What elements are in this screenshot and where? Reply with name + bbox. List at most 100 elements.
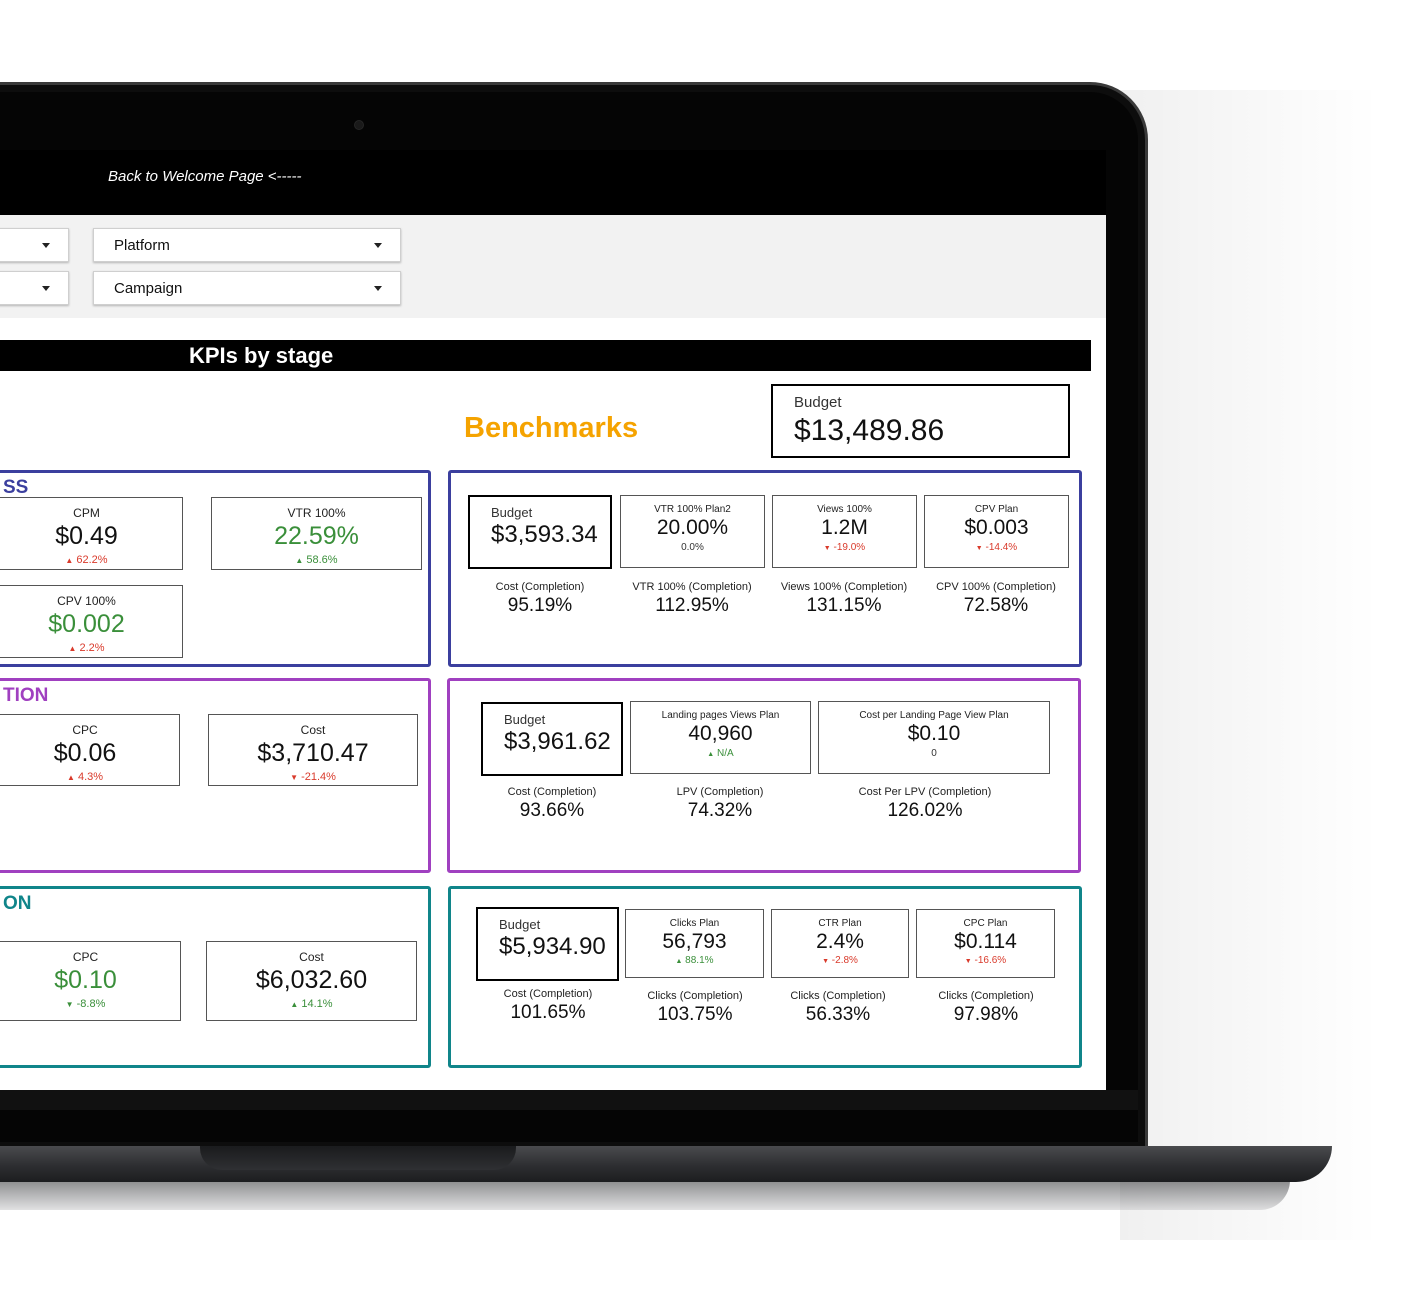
clicks-completion-1-label: Clicks (Completion) <box>647 990 743 1002</box>
cpc-label: CPC <box>72 723 98 737</box>
cost-completion: Cost (Completion) 95.19% <box>465 581 615 617</box>
cpv-plan-card: CPV Plan $0.003 ▼ -14.4% <box>924 495 1069 568</box>
arrow-up-icon: ▲ <box>68 644 77 653</box>
cpc-delta: ▲ 4.3% <box>66 771 104 783</box>
cost-per-lpv-plan-delta: 0 <box>931 748 937 759</box>
conversion-cost-completion-label: Cost (Completion) <box>503 988 593 1000</box>
cpv-completion-label: CPV 100% (Completion) <box>936 581 1056 593</box>
cpv-label: CPV 100% <box>57 594 116 608</box>
awareness-budget-label: Budget <box>491 505 533 520</box>
conversion-cpc-value: $0.10 <box>54 966 117 994</box>
arrow-down-icon: ▼ <box>964 958 972 965</box>
platform-dropdown[interactable]: Platform <box>93 228 401 262</box>
awareness-budget-value: $3,593.34 <box>491 521 598 548</box>
cost-completion-value: 95.19% <box>507 595 573 616</box>
conversion-budget-label: Budget <box>499 917 541 932</box>
vtr-completion: VTR 100% (Completion) 112.95% <box>617 581 767 617</box>
consideration-cost-completion-value: 93.66% <box>519 800 585 821</box>
vtr-plan-value: 20.00% <box>656 516 729 539</box>
lpv-plan-label: Landing pages Views Plan <box>661 710 780 721</box>
cpm-card: CPM $0.49 ▲ 62.2% <box>0 497 183 570</box>
cost-per-lpv-plan-label: Cost per Landing Page View Plan <box>859 710 1009 721</box>
dashboard-screen: Back to Welcome Page <----- Platform Cam… <box>0 150 1106 1090</box>
lpv-plan-delta: ▲ N/A <box>707 748 734 759</box>
clicks-completion-1-value: 103.75% <box>657 1004 733 1025</box>
conversion-panel: ON <box>0 886 431 1068</box>
cpv-value: $0.002 <box>48 610 125 638</box>
cost-completion-label: Cost (Completion) <box>495 581 585 593</box>
conversion-cpc-label: CPC <box>72 950 99 964</box>
total-budget-card: Budget $13,489.86 <box>771 384 1070 458</box>
conversion-cost-value: $6,032.60 <box>255 966 368 994</box>
filter-dropdown-hidden-1[interactable] <box>0 228 69 262</box>
arrow-up-icon: ▲ <box>66 773 75 782</box>
cpv-plan-label: CPV Plan <box>974 504 1019 515</box>
back-to-welcome-link[interactable]: Back to Welcome Page <----- <box>108 168 302 185</box>
conversion-label: ON <box>3 893 32 914</box>
cpv-completion: CPV 100% (Completion) 72.58% <box>921 581 1071 617</box>
conversion-cost-completion: Cost (Completion) 101.65% <box>473 988 623 1024</box>
laptop-bezel-bottom <box>0 1090 1138 1110</box>
consideration-cost-completion: Cost (Completion) 93.66% <box>477 786 627 822</box>
vtr-completion-label: VTR 100% (Completion) <box>632 581 752 593</box>
laptop-notch <box>200 1146 516 1170</box>
arrow-up-icon: ▲ <box>707 751 715 758</box>
filter-dropdown-hidden-2[interactable] <box>0 271 69 305</box>
cpc-plan-value: $0.114 <box>954 930 1017 953</box>
conversion-budget-card: Budget $5,934.90 <box>476 907 619 981</box>
arrow-up-icon: ▲ <box>295 556 304 565</box>
chevron-down-icon <box>374 243 382 248</box>
platform-dropdown-label: Platform <box>114 237 170 254</box>
cpv-plan-delta: ▼ -14.4% <box>975 542 1018 553</box>
cost-per-lpv-plan-value: $0.10 <box>907 722 961 745</box>
awareness-budget-card: Budget $3,593.34 <box>468 495 612 569</box>
kpi-title: KPIs by stage <box>189 343 334 368</box>
lpv-plan-card: Landing pages Views Plan 40,960 ▲ N/A <box>630 701 811 774</box>
kpi-section-header: KPIs by stage <box>0 340 1091 371</box>
cost-label: Cost <box>300 723 326 737</box>
clicks-completion-3: Clicks (Completion) 97.98% <box>911 990 1061 1026</box>
clicks-plan-value: 56,793 <box>662 930 727 953</box>
consideration-budget-value: $3,961.62 <box>504 728 611 755</box>
cost-per-lpv-completion-value: 126.02% <box>887 800 963 821</box>
views-completion-label: Views 100% (Completion) <box>780 581 908 593</box>
views-value: 1.2M <box>821 516 868 539</box>
cpm-delta: ▲ 62.2% <box>65 554 108 566</box>
conversion-budget-value: $5,934.90 <box>499 933 606 960</box>
cpm-label: CPM <box>73 506 100 520</box>
views-completion-value: 131.15% <box>806 595 882 616</box>
arrow-down-icon: ▼ <box>823 545 831 552</box>
conversion-cost-label: Cost <box>299 950 324 964</box>
conversion-benchmark-panel <box>448 886 1082 1068</box>
cost-per-lpv-completion: Cost Per LPV (Completion) 126.02% <box>850 786 1000 822</box>
awareness-panel: SS <box>0 470 431 667</box>
laptop-base-shadow <box>0 1180 1290 1210</box>
vtr-value: 22.59% <box>274 522 359 550</box>
arrow-up-icon: ▲ <box>65 556 74 565</box>
cpv-delta: ▲ 2.2% <box>68 642 105 654</box>
views-label: Views 100% <box>817 504 872 515</box>
cpc-card: CPC $0.06 ▲ 4.3% <box>0 714 180 786</box>
top-bar: Back to Welcome Page <----- <box>0 150 1106 215</box>
lpv-completion: LPV (Completion) 74.32% <box>645 786 795 822</box>
arrow-down-icon: ▼ <box>975 545 983 552</box>
clicks-plan-card: Clicks Plan 56,793 ▲ 88.1% <box>625 909 764 978</box>
cpm-value: $0.49 <box>55 522 118 550</box>
vtr-plan-card: VTR 100% Plan2 20.00% 0.0% <box>620 495 765 568</box>
total-budget-value: $13,489.86 <box>794 414 945 447</box>
cpc-plan-delta: ▼ -16.6% <box>964 955 1007 966</box>
lpv-completion-label: LPV (Completion) <box>676 786 764 798</box>
cost-card: Cost $3,710.47 ▼ -21.4% <box>208 714 418 786</box>
consideration-label: TION <box>3 685 49 706</box>
cpv-plan-value: $0.003 <box>964 516 1029 539</box>
cpv-card: CPV 100% $0.002 ▲ 2.2% <box>0 585 183 658</box>
cost-value: $3,710.47 <box>257 739 369 767</box>
arrow-up-icon: ▲ <box>290 1000 299 1009</box>
views-completion: Views 100% (Completion) 131.15% <box>769 581 919 617</box>
campaign-dropdown[interactable]: Campaign <box>93 271 401 305</box>
views-card: Views 100% 1.2M ▼ -19.0% <box>772 495 917 568</box>
clicks-completion-1: Clicks (Completion) 103.75% <box>620 990 770 1026</box>
clicks-completion-2-value: 56.33% <box>805 1004 871 1025</box>
ctr-plan-value: 2.4% <box>816 930 864 953</box>
conversion-cpc-delta: ▼ -8.8% <box>65 998 106 1010</box>
